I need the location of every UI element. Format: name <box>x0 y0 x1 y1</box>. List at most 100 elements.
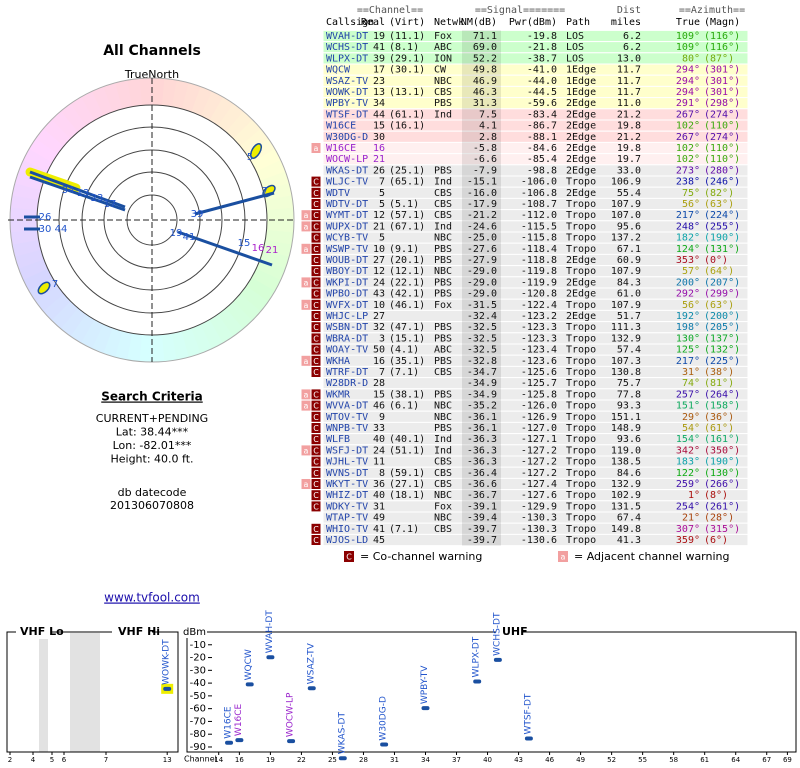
table-cell: 11.7 <box>617 76 641 87</box>
wheel-segment <box>191 86 214 117</box>
table-cell: 74° <box>682 378 700 389</box>
warning-badge <box>311 288 321 299</box>
table-cell: WDTV-DT <box>326 199 368 210</box>
table-cell: (255°) <box>704 221 740 232</box>
table-cell: (7.1) <box>389 367 419 378</box>
table-cell: Tropo <box>566 490 596 501</box>
wheel-segment <box>170 331 189 361</box>
table-cell: 8 <box>379 468 385 479</box>
table-cell: -123.6 <box>521 356 557 367</box>
table-cell: 102.9 <box>611 490 641 501</box>
table-cell: Ind <box>434 434 452 445</box>
site-link[interactable]: www.tvfool.com <box>104 591 200 605</box>
table-cell: -44.0 <box>527 76 557 87</box>
table-cell: PBS <box>434 255 452 266</box>
wheel-segment <box>225 111 254 140</box>
wheel-segment <box>23 147 53 172</box>
station-channel-label: 30 <box>39 224 52 235</box>
table-cell: 11.7 <box>617 87 641 98</box>
warning-badge <box>301 221 311 232</box>
table-cell: -36.4 <box>467 468 497 479</box>
table-cell: 107.9 <box>611 266 641 277</box>
column-header: miles <box>611 17 641 28</box>
table-cell: (57.1) <box>389 210 425 221</box>
band-label-bg <box>16 625 52 639</box>
signal-marker <box>524 736 533 741</box>
table-cell: (261°) <box>704 501 740 512</box>
table-cell: 21.2 <box>617 109 641 120</box>
wheel-segment <box>251 149 282 173</box>
table-cell: -130.6 <box>521 535 557 546</box>
wheel-segment <box>245 277 275 303</box>
warning-badge <box>311 255 321 265</box>
table-cell: Tropo <box>566 445 596 456</box>
cochannel-badge-letter: C <box>346 553 352 562</box>
table-cell: (264°) <box>704 389 740 400</box>
table-cell: -83.4 <box>527 109 557 120</box>
table-cell: (224°) <box>704 210 740 221</box>
group-header: ==Azimuth== <box>679 5 745 16</box>
table-cell: Tropo <box>566 423 596 434</box>
table-cell: (25.1) <box>389 165 425 176</box>
table-cell: (65.1) <box>389 177 425 188</box>
station-ray <box>194 191 275 216</box>
table-cell: 19.7 <box>617 154 641 165</box>
table-cell: -123.4 <box>521 345 557 356</box>
warning-badge <box>311 311 321 321</box>
table-cell: (67.1) <box>389 221 425 232</box>
warning-badge-letter: C <box>313 200 319 209</box>
table-cell: 21 <box>373 221 385 232</box>
table-cell: (110°) <box>704 154 740 165</box>
warning-badge-letter: C <box>313 357 319 366</box>
table-cell: 122° <box>676 468 700 479</box>
table-cell: 2Edge <box>566 154 596 165</box>
table-cell: (22.1) <box>389 277 425 288</box>
warning-badge-letter: C <box>313 502 319 511</box>
signal-marker <box>235 738 244 743</box>
table-cell: Ind <box>434 445 452 456</box>
warning-badge-letter: C <box>313 278 319 287</box>
table-cell: -34.9 <box>467 389 497 400</box>
table-cell: WPBY-TV <box>326 98 368 109</box>
table-cell: 182° <box>676 233 700 244</box>
warning-badge-letter: a <box>304 390 309 399</box>
table-cell: -123.2 <box>521 311 557 322</box>
table-cell: WKMR <box>326 389 351 400</box>
table-cell: 12 <box>373 266 385 277</box>
table-cell: ION <box>434 53 452 64</box>
station-ray <box>29 175 126 212</box>
station-label: W30DG-D <box>379 696 389 741</box>
table-cell: WYMT-DT <box>326 210 368 221</box>
table-cell: 40 <box>373 490 385 501</box>
table-cell: (116°) <box>704 31 740 42</box>
table-cell: (59.1) <box>389 468 425 479</box>
table-cell: 36 <box>373 479 385 490</box>
table-cell: -106.8 <box>521 188 557 199</box>
table-cell: (20.1) <box>389 255 425 266</box>
group-header: ==Channel== <box>357 5 423 16</box>
table-cell: -39.4 <box>467 513 497 524</box>
warning-badge <box>301 299 311 310</box>
table-cell: -127.6 <box>521 490 557 501</box>
wheel-segment <box>102 327 123 358</box>
table-cell: 11.0 <box>617 98 641 109</box>
table-cell: (190°) <box>704 457 740 468</box>
table-cell: (5.1) <box>389 199 419 210</box>
table-cell: WVNS-DT <box>326 468 368 479</box>
table-cell: -34.9 <box>467 378 497 389</box>
table-cell: CBS <box>434 188 452 199</box>
table-cell: W16CE <box>326 143 356 154</box>
table-cell: -21.2 <box>467 210 497 221</box>
warning-badge <box>301 277 311 288</box>
table-cell: WQCW <box>326 65 351 76</box>
table-cell: 267° <box>676 109 700 120</box>
table-cell: (207°) <box>704 277 740 288</box>
x-tick-label: 40 <box>483 756 492 764</box>
table-cell: 254° <box>676 501 700 512</box>
table-cell: (8°) <box>704 490 728 501</box>
table-cell: -115.5 <box>521 221 557 232</box>
warning-badge-letter: a <box>304 480 309 489</box>
warning-badge-letter: C <box>313 256 319 265</box>
ray-highlight <box>249 143 263 159</box>
table-cell: (137°) <box>704 333 740 344</box>
